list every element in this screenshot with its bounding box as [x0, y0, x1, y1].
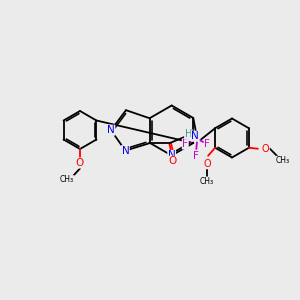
- Text: CH₃: CH₃: [60, 176, 74, 184]
- Text: F: F: [182, 139, 188, 149]
- Text: H: H: [184, 129, 192, 139]
- Text: N: N: [107, 125, 115, 135]
- Text: CH₃: CH₃: [200, 177, 214, 186]
- Text: N: N: [168, 151, 176, 160]
- Text: F: F: [204, 139, 210, 149]
- Text: O: O: [203, 159, 211, 169]
- Text: O: O: [76, 158, 84, 168]
- Text: F: F: [194, 151, 199, 161]
- Text: CH₃: CH₃: [276, 156, 290, 165]
- Text: O: O: [168, 156, 176, 166]
- Text: N: N: [122, 146, 129, 156]
- Text: N: N: [191, 131, 199, 141]
- Text: O: O: [262, 144, 269, 154]
